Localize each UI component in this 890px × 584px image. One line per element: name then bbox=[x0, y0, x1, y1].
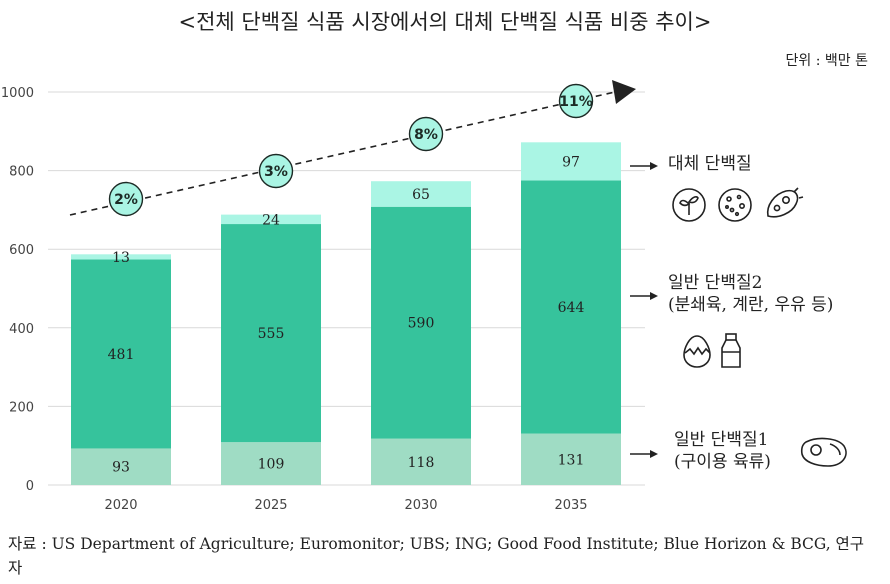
series-label-line: (분쇄육, 계란, 우유 등) bbox=[668, 295, 834, 315]
pointer-arrowhead-icon bbox=[650, 450, 658, 458]
series-label-line: 일반 단백질2 bbox=[668, 273, 763, 293]
y-tick-label: 200 bbox=[9, 400, 34, 415]
microbe-icon bbox=[766, 187, 804, 218]
sprout-icon bbox=[672, 188, 706, 222]
bar-general2 bbox=[221, 224, 321, 443]
source-note: 자료 : US Department of Agriculture; Eurom… bbox=[8, 535, 865, 577]
bar-general2 bbox=[71, 259, 171, 449]
series-label-line: 대체 단백질 bbox=[668, 154, 752, 174]
bar-general1 bbox=[371, 438, 471, 485]
share-badge bbox=[108, 181, 144, 217]
share-label: 3% bbox=[264, 164, 288, 180]
data-label: 97 bbox=[562, 154, 580, 170]
share-label: 2% bbox=[114, 192, 138, 208]
pointer-arrowhead-icon bbox=[650, 162, 658, 170]
share-label: 11% bbox=[559, 94, 593, 110]
steak-icon bbox=[800, 437, 847, 467]
egg-icon bbox=[683, 335, 711, 368]
data-label: 65 bbox=[412, 187, 430, 203]
trend-arrowhead-icon bbox=[612, 80, 636, 104]
bar-general1 bbox=[521, 433, 621, 485]
y-tick-label: 1000 bbox=[1, 86, 34, 101]
unit-label: 단위 : 백만 톤 bbox=[785, 53, 868, 69]
series-label-line: 일반 단백질1 bbox=[674, 430, 769, 450]
bar-general2 bbox=[521, 180, 621, 434]
bar-alt bbox=[521, 142, 621, 181]
y-tick-label: 800 bbox=[9, 165, 34, 180]
bar-general1 bbox=[221, 442, 321, 485]
share-badge bbox=[558, 83, 594, 119]
data-label: 93 bbox=[112, 460, 130, 476]
bar-alt bbox=[71, 254, 171, 260]
x-tick-label: 2020 bbox=[104, 498, 137, 513]
data-label: 644 bbox=[558, 300, 585, 316]
data-label: 131 bbox=[558, 452, 585, 468]
x-tick-label: 2030 bbox=[404, 498, 437, 513]
y-tick-label: 600 bbox=[9, 243, 34, 258]
y-tick-label: 400 bbox=[9, 322, 34, 337]
data-label: 109 bbox=[258, 457, 285, 473]
data-label: 13 bbox=[112, 250, 130, 266]
bar-alt bbox=[371, 181, 471, 207]
series-label-line: (구이용 육류) bbox=[674, 452, 771, 472]
series-label-general2: 일반 단백질2 (분쇄육, 계란, 우유 등) bbox=[668, 272, 833, 316]
share-badge bbox=[408, 116, 444, 152]
data-label: 24 bbox=[262, 212, 280, 228]
bar-general2 bbox=[371, 206, 471, 439]
bar-alt bbox=[221, 214, 321, 225]
chart-title: <전체 단백질 식품 시장에서의 대체 단백질 식품 비중 추이> bbox=[178, 10, 712, 34]
data-label: 590 bbox=[408, 316, 435, 332]
share-badge bbox=[258, 153, 294, 189]
milk-bottle-icon bbox=[721, 333, 741, 368]
pointer-arrowhead-icon bbox=[650, 292, 658, 300]
y-tick-label: 0 bbox=[26, 479, 34, 494]
share-label: 8% bbox=[414, 127, 438, 143]
cell-culture-icon bbox=[718, 188, 752, 222]
data-label: 555 bbox=[258, 326, 285, 342]
trend-arrow-line bbox=[69, 91, 616, 216]
bar-general1 bbox=[71, 448, 171, 485]
series-label-general1: 일반 단백질1 (구이용 육류) bbox=[674, 429, 771, 473]
data-label: 481 bbox=[108, 347, 135, 363]
x-tick-label: 2025 bbox=[254, 498, 287, 513]
series-label-alt: 대체 단백질 bbox=[668, 153, 752, 175]
x-tick-label: 2035 bbox=[554, 498, 587, 513]
data-label: 118 bbox=[408, 455, 435, 471]
